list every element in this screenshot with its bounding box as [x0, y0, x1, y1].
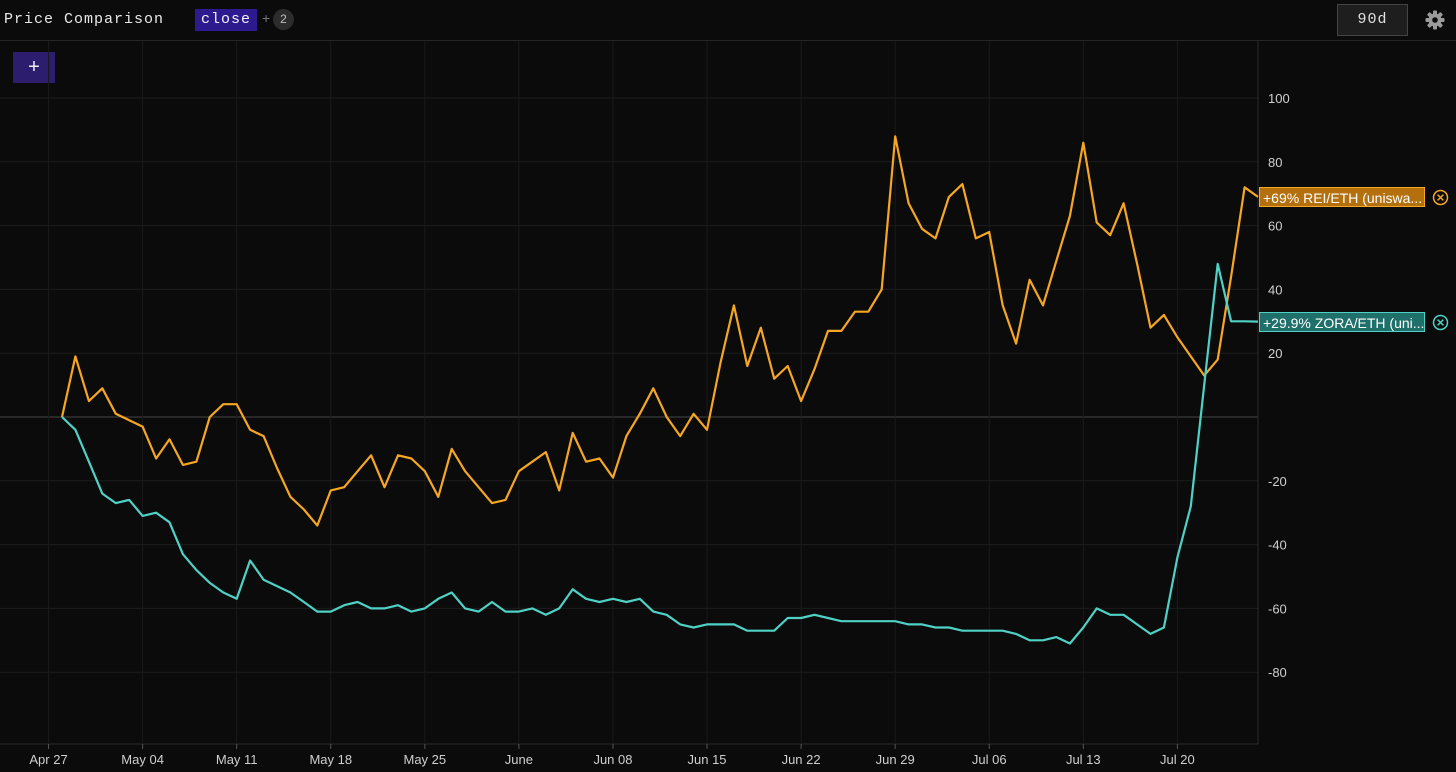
x-tick-label: May 11	[216, 752, 258, 767]
metric-tag-close[interactable]: close	[195, 9, 258, 31]
series-end-label-0: +69% REI/ETH (uniswa...	[1259, 186, 1425, 207]
close-circle-icon[interactable]	[1432, 314, 1449, 331]
y-tick-label: 60	[1268, 219, 1282, 234]
gear-icon[interactable]	[1423, 8, 1447, 32]
x-tick-label: Jul 20	[1160, 752, 1195, 767]
x-tick-label: Jun 29	[876, 752, 915, 767]
series-end-label-1: +29.9% ZORA/ETH (uni...	[1259, 311, 1425, 332]
y-tick-label: -40	[1268, 538, 1287, 553]
series-count-badge[interactable]: 2	[273, 9, 294, 30]
top-bar: Price Comparison close + 2 90d	[0, 0, 1456, 41]
price-comparison-chart[interactable]: 100 80 60 40 20 -20 -40 -60 -80 Apr 27 May 04 May …	[0, 41, 1456, 772]
x-tick-label: May 25	[404, 752, 447, 767]
y-tick-label: -20	[1268, 474, 1287, 489]
y-tick-label: -80	[1268, 665, 1287, 680]
y-tick-label: 80	[1268, 155, 1282, 170]
x-tick-label: Jul 06	[972, 752, 1007, 767]
x-tick-label: May 18	[309, 752, 352, 767]
x-tick-label: Jun 15	[688, 752, 727, 767]
y-tick-label: 40	[1268, 282, 1282, 297]
x-tick-label: June	[505, 752, 533, 767]
x-axis: Apr 27 May 04 May 11 May 18 May 25 June Jun 08…	[29, 744, 1195, 767]
y-tick-label: -60	[1268, 601, 1287, 616]
close-circle-icon[interactable]	[1432, 189, 1449, 206]
x-tick-label: Apr 27	[29, 752, 67, 767]
y-tick-label: 100	[1268, 91, 1290, 106]
x-tick-label: May 04	[121, 752, 164, 767]
series-lines	[60, 135, 1259, 645]
y-tick-label: 20	[1268, 346, 1282, 361]
add-series-button[interactable]: +	[13, 52, 55, 83]
page-title: Price Comparison	[4, 11, 165, 28]
x-tick-label: Jul 13	[1066, 752, 1101, 767]
plus-separator: +	[262, 10, 271, 26]
x-tick-label: Jun 08	[593, 752, 632, 767]
series-line-1[interactable]	[61, 262, 1259, 645]
x-tick-label: Jun 22	[782, 752, 821, 767]
grid-lines	[0, 41, 1259, 745]
y-axis: 100 80 60 40 20 -20 -40 -60 -80	[1268, 91, 1290, 680]
range-selector-button[interactable]: 90d	[1337, 4, 1408, 36]
series-line-0[interactable]	[60, 135, 1259, 527]
